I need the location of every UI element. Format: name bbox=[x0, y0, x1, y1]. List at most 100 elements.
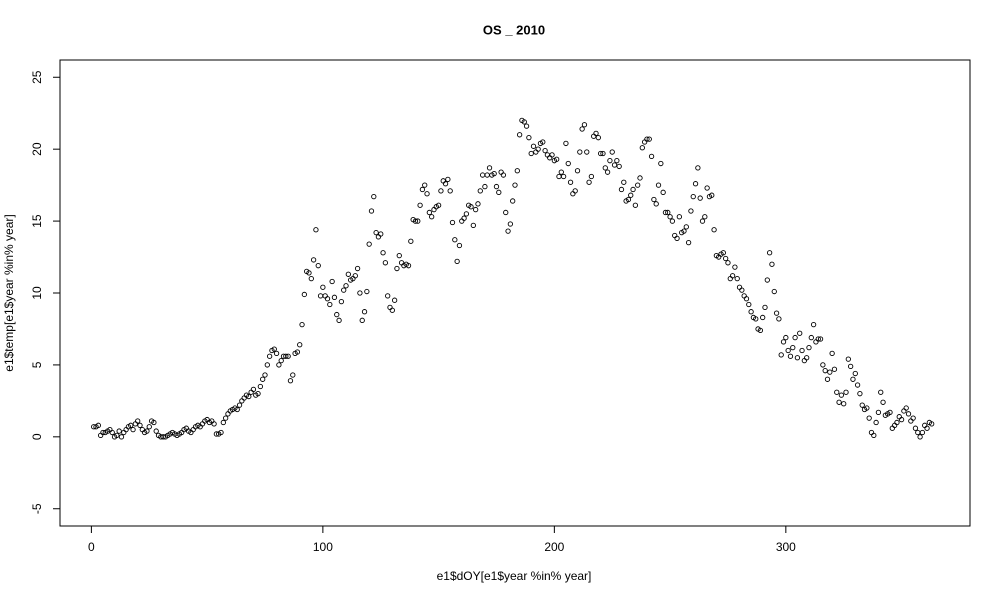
point bbox=[463, 211, 470, 217]
point bbox=[144, 428, 150, 434]
point bbox=[669, 218, 676, 224]
x-tick-label: 100 bbox=[313, 540, 333, 554]
point bbox=[746, 301, 752, 308]
point bbox=[294, 349, 301, 355]
point bbox=[847, 363, 854, 370]
point bbox=[287, 378, 294, 384]
point bbox=[887, 409, 893, 416]
point bbox=[472, 206, 479, 213]
point bbox=[695, 165, 701, 171]
point bbox=[357, 290, 363, 296]
point bbox=[343, 283, 349, 289]
point bbox=[151, 419, 157, 426]
point bbox=[412, 218, 419, 224]
point bbox=[391, 297, 398, 303]
point bbox=[628, 192, 634, 198]
x-tick-label: 0 bbox=[88, 540, 95, 554]
point bbox=[665, 209, 671, 216]
point bbox=[799, 347, 805, 354]
point bbox=[574, 168, 581, 174]
point bbox=[505, 228, 511, 234]
point bbox=[324, 296, 331, 302]
point bbox=[792, 334, 798, 341]
point bbox=[528, 150, 534, 157]
point bbox=[438, 188, 444, 194]
point bbox=[655, 182, 662, 188]
point bbox=[301, 291, 308, 298]
y-axis-label: e1$temp[e1$year %in% year] bbox=[2, 214, 16, 371]
point bbox=[380, 250, 386, 256]
point bbox=[625, 196, 632, 203]
point bbox=[732, 264, 738, 270]
point bbox=[873, 419, 879, 426]
point bbox=[709, 192, 715, 198]
point bbox=[729, 273, 736, 279]
point bbox=[306, 270, 312, 276]
point bbox=[523, 123, 530, 129]
point bbox=[130, 426, 136, 433]
point bbox=[632, 202, 639, 208]
point bbox=[442, 181, 449, 187]
point bbox=[880, 399, 886, 405]
point bbox=[521, 119, 527, 125]
point bbox=[477, 188, 483, 194]
point bbox=[262, 372, 268, 378]
point bbox=[653, 201, 659, 207]
y-tick-label: 25 bbox=[30, 70, 44, 84]
point bbox=[486, 165, 493, 171]
point bbox=[764, 277, 770, 283]
point bbox=[912, 425, 919, 431]
point bbox=[366, 241, 372, 247]
point bbox=[757, 327, 764, 334]
point bbox=[743, 296, 750, 302]
point bbox=[834, 389, 840, 395]
point bbox=[445, 176, 451, 183]
point bbox=[461, 215, 467, 221]
point bbox=[382, 260, 389, 266]
point bbox=[422, 182, 428, 188]
point bbox=[100, 429, 106, 436]
point bbox=[824, 376, 831, 382]
point bbox=[396, 252, 402, 259]
point bbox=[371, 193, 377, 200]
point bbox=[160, 434, 166, 440]
point bbox=[255, 391, 261, 397]
point bbox=[894, 419, 900, 426]
point bbox=[852, 370, 858, 377]
point bbox=[875, 409, 882, 416]
point bbox=[600, 150, 606, 157]
point bbox=[315, 263, 321, 269]
point bbox=[297, 342, 303, 348]
point bbox=[345, 271, 351, 277]
point bbox=[95, 422, 101, 428]
point bbox=[530, 143, 537, 149]
point bbox=[116, 428, 122, 434]
point bbox=[475, 201, 481, 207]
point bbox=[829, 350, 835, 357]
point bbox=[320, 284, 326, 290]
point bbox=[644, 136, 650, 142]
point bbox=[278, 357, 284, 364]
point bbox=[273, 350, 280, 357]
point bbox=[456, 242, 463, 249]
y-tick-label: -5 bbox=[30, 503, 44, 514]
point bbox=[646, 136, 652, 142]
point bbox=[924, 425, 930, 431]
point bbox=[845, 356, 851, 362]
point bbox=[910, 415, 916, 421]
point bbox=[776, 316, 782, 322]
point bbox=[769, 261, 775, 267]
point bbox=[359, 317, 365, 323]
point bbox=[417, 202, 423, 208]
point bbox=[516, 132, 523, 138]
point bbox=[500, 172, 507, 178]
point bbox=[213, 431, 220, 437]
point bbox=[285, 353, 291, 359]
point bbox=[577, 149, 583, 155]
point bbox=[137, 422, 143, 428]
x-tick-label: 300 bbox=[776, 540, 796, 554]
point bbox=[257, 383, 264, 390]
point bbox=[748, 309, 754, 315]
point bbox=[597, 150, 604, 157]
